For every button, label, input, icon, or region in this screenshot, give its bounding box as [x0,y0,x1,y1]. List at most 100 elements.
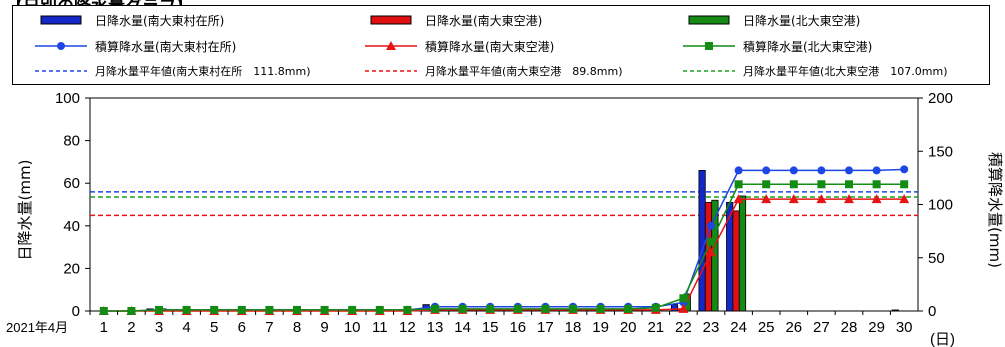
cumulative-point [237,305,246,314]
x-tick-label: 19 [592,319,609,336]
cumulative-point [541,304,550,313]
legend-item-label: 日降水量(南大東村在所) [95,13,225,28]
cumulative-point [707,221,715,230]
cumulative-point [817,180,826,189]
cumulative-point [788,194,799,204]
y-axis-right-label: 積算降水量(mm) [986,152,1004,268]
cumulative-point [458,304,467,313]
cumulative-point [569,304,577,313]
legend-bar-swatch [370,15,412,25]
cumulative-point [789,166,798,175]
cumulative-point [265,305,274,314]
y-right-tick-label: 150 [928,143,953,160]
cumulative-point [844,194,854,204]
cumulative-point [127,307,136,315]
cumulative-point [596,304,605,313]
x-tick-label: 12 [399,319,416,336]
y-right-tick-label: 0 [928,303,936,320]
daily-bar [891,309,899,312]
cumulative-lines [98,165,910,315]
x-tick-label: 10 [344,319,361,336]
legend-marker [705,42,713,50]
cumulative-point [872,180,881,189]
cumulative-point [871,194,882,204]
legend-item-label: 月降水量平年値(南大東村在所 111.8mm) [95,65,311,78]
cumulative-point [99,307,108,315]
cumulative-point [403,305,412,314]
legend-item: 積算降水量(南大東空港) [363,35,554,57]
x-tick-label: 30 [896,319,913,336]
x-tick-label: 14 [454,319,471,336]
cumulative-point [761,194,772,204]
x-tick-label: 24 [730,319,747,336]
x-tick-label: 15 [482,319,499,336]
x-tick-label: 18 [565,319,582,336]
y-right-tick-label: 100 [928,197,953,214]
cumulative-point [734,166,743,175]
cumulative-point [900,180,909,189]
cumulative-point [762,180,771,189]
legend-item-label: 日降水量(南大東空港) [425,13,543,28]
cumulative-point [707,237,715,246]
cumulative-point [733,194,744,204]
chart-legend: 日降水量(南大東村在所) 日降水量(南大東空港) 日降水量(北大東空港) 積算降水量(… [12,5,990,85]
cumulative-point [182,305,191,314]
x-tick-label: 25 [758,319,775,336]
x-tick-label: 16 [509,319,526,336]
cumulative-point [678,303,689,313]
legend-swatch [40,15,82,25]
legend-item: 日降水量(南大東村在所) [33,9,224,31]
legend-swatch [370,15,412,25]
x-tick-label: 20 [620,319,637,336]
x-tick-label: 5 [210,319,218,336]
x-axis-start-label: 2021年4月 [6,320,68,335]
legend-marker [57,42,65,50]
cumulative-point [375,305,384,314]
cumulative-point [845,180,853,189]
y-right-tick-label: 200 [928,90,953,107]
legend-item: 積算降水量(北大東空港) [681,35,872,57]
legend-item: 月降水量平年値(北大東空港 107.0mm) [681,60,948,82]
x-tick-label: 23 [703,319,720,336]
x-tick-label: 17 [537,319,554,336]
cumulative-point [816,194,827,204]
y-left-tick-label: 60 [63,175,80,192]
plot-area [89,97,919,312]
x-tick-label: 28 [841,319,858,336]
cumulative-line [103,183,905,312]
y-left-tick-label: 40 [63,218,80,235]
x-tick-label: 7 [265,319,273,336]
cumulative-point [155,305,163,314]
x-tick-label: 22 [675,319,692,336]
legend-item-label: 積算降水量(南大東村在所) [95,39,237,54]
x-tick-label: 11 [372,319,388,336]
cumulative-point [706,247,716,257]
legend-swatch [688,15,730,25]
legend-marker [386,41,396,50]
legend-item: 日降水量(南大東空港) [363,9,542,31]
cumulative-point [624,304,633,313]
cumulative-point [845,166,853,175]
plot-frame [89,97,919,312]
y-right-tick-label: 50 [928,250,945,267]
x-axis-unit-label: (日) [930,331,955,347]
legend-item-label: 月降水量平年値(南大東空港 89.8mm) [425,65,623,78]
cumulative-point [789,180,798,189]
x-tick-label: 29 [868,319,885,336]
legend-item-label: 日降水量(北大東空港) [743,13,861,28]
legend-bar-swatch [688,15,730,25]
legend-swatch [35,42,87,50]
daily-bar [732,210,740,312]
x-tick-label: 26 [785,319,802,336]
cumulative-point [679,294,688,303]
daily-bar [698,170,706,312]
legend-swatch [683,70,735,72]
cumulative-line [103,198,905,312]
legend-swatch [365,41,417,50]
legend-item: 月降水量平年値(南大東村在所 111.8mm) [33,60,311,82]
legend-swatch [683,42,735,50]
x-tick-label: 13 [427,319,444,336]
cumulative-point [651,303,660,312]
